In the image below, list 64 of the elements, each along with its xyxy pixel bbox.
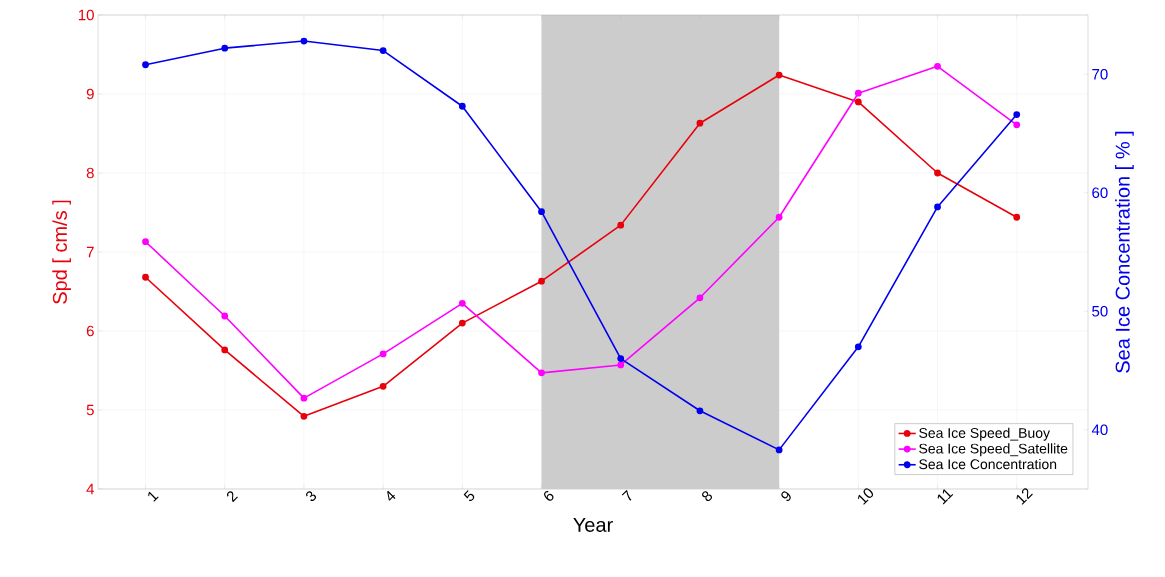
point [221,346,229,354]
y2-tick-label: 60 [1092,187,1108,199]
legend-label: Sea Ice Concentration [919,458,1057,470]
point [934,62,941,70]
x-tick-label: 6 [544,491,554,501]
point [696,407,704,415]
point [696,294,704,302]
y-axis-title: Spd [ cm/s ] [52,200,71,304]
point [221,44,229,52]
point [696,119,704,127]
point [300,394,308,402]
point [934,203,941,211]
x-tick-label: 10 [858,488,874,505]
point [221,312,229,320]
x-axis-title: Year [573,517,613,532]
y2-tick-label: 40 [1091,424,1108,436]
point [775,446,783,454]
y2-tick-label: 70 [1092,68,1108,80]
point [1013,111,1021,118]
point [1013,121,1021,129]
point [538,208,545,216]
point [142,273,149,281]
legend-label: Sea Ice Speed_Satellite [919,443,1068,457]
y-tick-label: 9 [86,88,94,100]
x-tick-label: 1 [148,491,159,502]
y-tick-label: 7 [86,246,94,258]
point [854,89,862,97]
y-tick-label: 6 [86,325,94,337]
point [379,350,387,358]
point [854,98,862,106]
y2-tick-label: 50 [1092,305,1108,317]
point [854,343,862,351]
point [379,47,387,54]
point [458,319,466,327]
x-tick-label: 12 [1016,488,1033,505]
legend-label: Sea Ice Speed_Buoy [919,427,1051,441]
point [775,213,783,221]
x-tick-label: 5 [463,490,475,502]
point [458,299,466,307]
point [458,102,466,110]
x-tick-label: 3 [306,491,317,502]
x-tick-label: 9 [781,491,791,502]
y2-axis-title: Sea Ice Concentration [ % ] [1115,131,1134,373]
point [538,369,545,377]
y-tick-label: 10 [78,9,94,21]
point [538,277,545,285]
point [617,355,625,363]
point [300,37,308,45]
point [142,61,149,69]
x-tick-label: 2 [226,491,238,503]
x-tick-label: 4 [387,490,396,501]
point [300,412,308,420]
point [1013,213,1021,221]
y-tick-label: 5 [86,404,94,416]
point [379,382,387,390]
point [142,238,149,246]
y-tick-label: 8 [86,167,94,179]
x-tick-label: 8 [702,491,713,502]
x-tick-label: 11 [937,489,954,505]
point [617,221,625,229]
point [934,169,941,177]
point [775,71,783,79]
x-tick-label: 7 [621,490,632,501]
point [617,361,625,369]
